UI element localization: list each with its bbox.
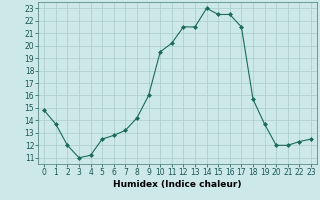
X-axis label: Humidex (Indice chaleur): Humidex (Indice chaleur) xyxy=(113,180,242,189)
